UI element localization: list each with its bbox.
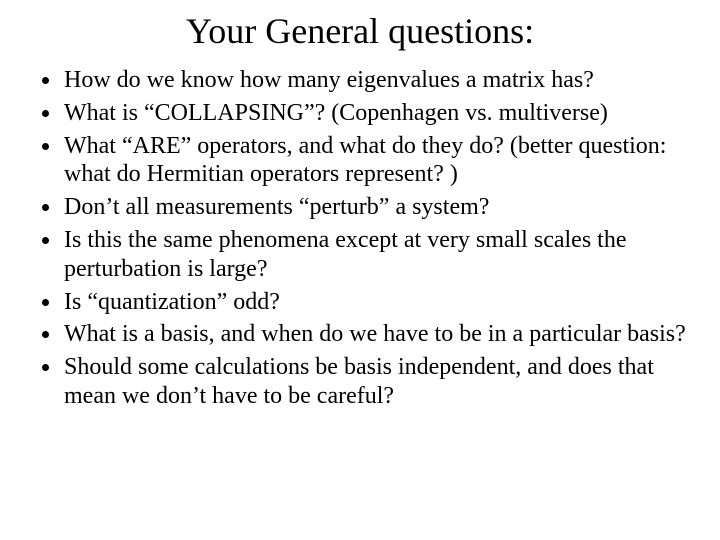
list-item: Is “quantization” odd? (62, 288, 700, 317)
bullet-list: How do we know how many eigenvalues a ma… (20, 66, 700, 411)
list-item: Should some calculations be basis indepe… (62, 353, 700, 411)
list-item: What “ARE” operators, and what do they d… (62, 132, 700, 190)
list-item: Don’t all measurements “perturb” a syste… (62, 193, 700, 222)
slide-title: Your General questions: (20, 10, 700, 52)
list-item: What is a basis, and when do we have to … (62, 320, 700, 349)
slide-container: Your General questions: How do we know h… (0, 0, 720, 540)
list-item: Is this the same phenomena except at ver… (62, 226, 700, 284)
list-item: How do we know how many eigenvalues a ma… (62, 66, 700, 95)
list-item: What is “COLLAPSING”? (Copenhagen vs. mu… (62, 99, 700, 128)
